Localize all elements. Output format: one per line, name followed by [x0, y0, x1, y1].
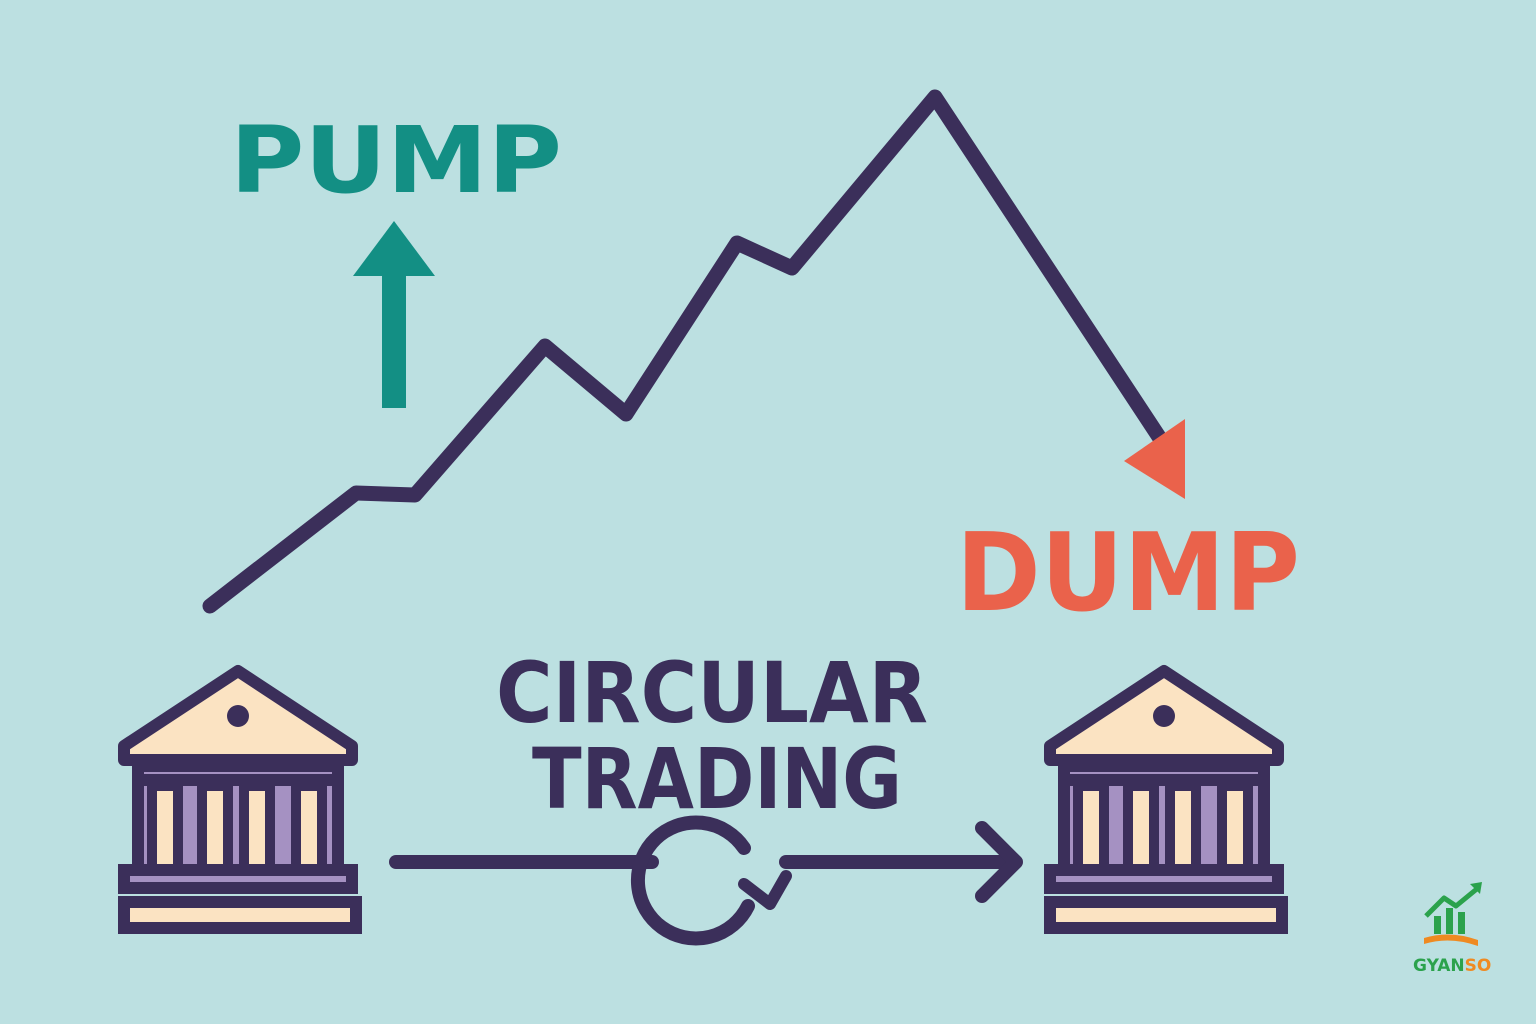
- logo-text-gyan: GYAN: [1413, 956, 1465, 976]
- down-arrow-icon: [1124, 419, 1185, 499]
- circular-trading-line1: CIRCULAR: [496, 644, 928, 742]
- circular-trading-line2: TRADING: [532, 730, 902, 828]
- up-arrow-icon: [353, 221, 435, 408]
- cycle-icon: [630, 815, 792, 946]
- bank-icon: [1044, 665, 1288, 934]
- logo-chart-icon: [1424, 882, 1482, 946]
- dump-label: DUMP: [956, 511, 1300, 636]
- price-line: [202, 89, 1173, 614]
- svg-text:GYANSO: GYANSO: [1413, 956, 1491, 976]
- gyanso-logo: GYANSO: [1413, 882, 1491, 976]
- bank-icon: [118, 665, 362, 934]
- logo-text-so: SO: [1465, 956, 1492, 976]
- pump-label: PUMP: [230, 107, 562, 214]
- right-arrow-icon: [779, 821, 1023, 903]
